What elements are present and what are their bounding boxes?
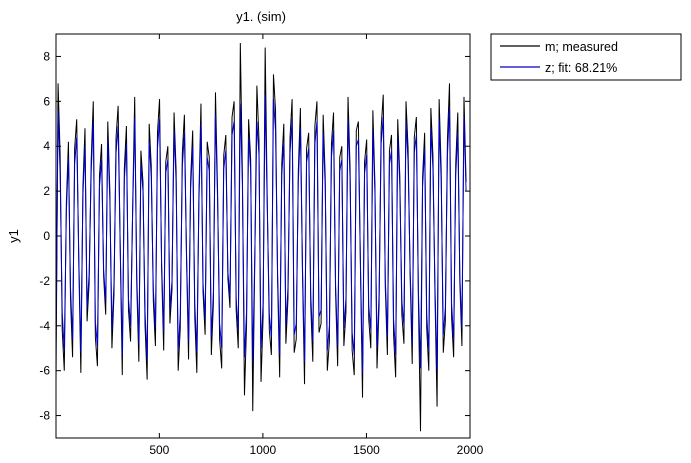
x-tick-label: 1500 <box>353 443 380 457</box>
y-axis-label: y1 <box>6 229 21 243</box>
y-tick-label: 8 <box>43 49 50 63</box>
y-tick-label: -4 <box>39 319 50 333</box>
y-tick-label: 4 <box>43 139 50 153</box>
y-tick-label: 2 <box>43 184 50 198</box>
chart-title: y1. (sim) <box>236 9 286 24</box>
series-line-fit <box>56 94 467 373</box>
x-tick-label: 2000 <box>457 443 484 457</box>
legend: m; measured z; fit: 68.21% <box>490 33 682 81</box>
plot-area <box>56 42 467 432</box>
y-tick-label: -8 <box>39 409 50 423</box>
legend-label-measured: m; measured <box>545 40 618 54</box>
x-tick-label: 1000 <box>250 443 277 457</box>
y-tick-label: 6 <box>43 94 50 108</box>
series-line-measured <box>56 42 467 432</box>
y-tick-label: -6 <box>39 364 50 378</box>
x-tick-label: 500 <box>149 443 169 457</box>
legend-label-fit: z; fit: 68.21% <box>545 61 617 75</box>
legend-box <box>490 33 682 81</box>
y-tick-label: -2 <box>39 274 50 288</box>
y-tick-label: 0 <box>43 229 50 243</box>
